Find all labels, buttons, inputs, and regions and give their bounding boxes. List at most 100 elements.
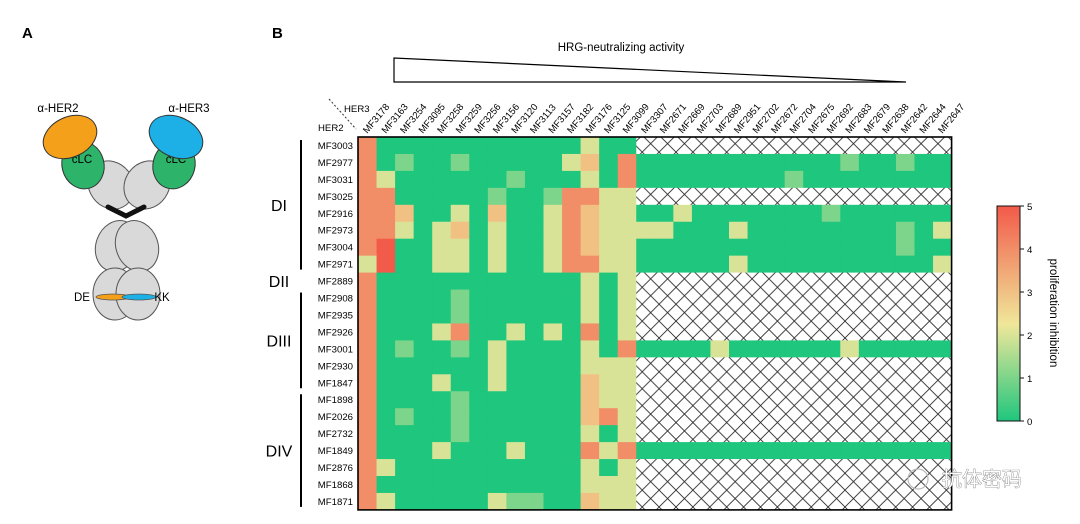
heatmap-cell: [524, 492, 544, 511]
watermark-text: 抗体密码: [942, 467, 1022, 491]
colorbar-label: proliferation inhibition: [1047, 259, 1059, 368]
heatmap-cell: [599, 408, 619, 426]
heatmap-cell: [766, 255, 786, 273]
heatmap-cell: [487, 357, 507, 375]
row-label: MF2732: [318, 429, 353, 440]
heatmap-cell: [580, 272, 600, 290]
heatmap-cell: [487, 204, 507, 223]
heatmap-cell-not-tested: [895, 306, 915, 324]
heatmap-cell: [376, 238, 396, 257]
heatmap-cell: [450, 340, 470, 358]
heatmap-cell: [376, 153, 396, 172]
row-label: MF2973: [318, 226, 353, 237]
heatmap-cell-not-tested: [877, 306, 897, 324]
heatmap-cell: [747, 153, 767, 172]
heatmap-cell-not-tested: [673, 374, 693, 392]
heatmap-cell-not-tested: [840, 391, 860, 409]
heatmap-cell: [432, 425, 452, 443]
heatmap-cell-not-tested: [766, 391, 786, 409]
heatmap-cell: [450, 289, 470, 307]
heatmap-cell: [395, 425, 415, 443]
heatmap-cell: [580, 221, 600, 240]
heatmap-cell: [450, 357, 470, 375]
heatmap-cell-not-tested: [858, 357, 878, 375]
heatmap-cell: [524, 442, 544, 460]
heatmap-cell: [524, 238, 544, 257]
heatmap-cell-not-tested: [691, 306, 711, 324]
heatmap-cell: [524, 323, 544, 341]
heatmap-cell: [506, 357, 526, 375]
heatmap-cell: [840, 255, 860, 273]
heatmap-cell-not-tested: [821, 391, 841, 409]
heatmap-cell: [450, 170, 470, 189]
heatmap-cell: [877, 221, 897, 240]
heatmap-cell: [506, 459, 526, 477]
heatmap-cell: [914, 255, 934, 273]
heatmap-cell: [673, 204, 693, 223]
colorbar-gradient: [996, 205, 1021, 422]
heatmap-cell: [562, 442, 581, 460]
heatmap-cell: [784, 238, 804, 257]
heatmap-cell-not-tested: [673, 476, 693, 494]
heatmap-cell: [729, 442, 748, 460]
heatmap-cell: [395, 442, 415, 460]
heatmap-cell: [376, 459, 396, 477]
heatmap-cell: [506, 238, 526, 257]
heatmap-cell: [654, 340, 674, 358]
heatmap-cell: [803, 221, 823, 240]
heatmap-cell: [766, 170, 786, 189]
heatmap-cell-not-tested: [766, 323, 786, 341]
heatmap-cell: [654, 170, 674, 189]
heatmap-cell: [413, 425, 433, 443]
heatmap-cell: [376, 272, 396, 290]
heatmap-cell: [636, 255, 656, 273]
heatmap-cell: [432, 221, 452, 240]
heatmap-cell: [395, 391, 415, 409]
heatmap-cell: [450, 204, 470, 223]
heatmap-cell: [784, 153, 804, 172]
heatmap-cell-not-tested: [673, 492, 693, 511]
heatmap-cell: [599, 306, 619, 324]
heatmap-cell: [673, 255, 693, 273]
heatmap-cell-not-tested: [858, 306, 878, 324]
heatmap-cell: [562, 170, 581, 189]
heatmap-cell: [617, 221, 637, 240]
heatmap-cell-not-tested: [784, 408, 804, 426]
heatmap-cell: [933, 204, 952, 223]
heatmap-cell: [580, 204, 600, 223]
heatmap-cell: [413, 204, 433, 223]
heatmap-cell: [413, 391, 433, 409]
heatmap-cell: [691, 221, 711, 240]
heatmap-cell: [543, 170, 563, 189]
heatmap-cell: [358, 187, 377, 206]
heatmap-cell-not-tested: [933, 137, 952, 155]
heatmap-cell: [524, 272, 544, 290]
heatmap-cell: [821, 238, 841, 257]
heatmap-cell: [747, 255, 767, 273]
heatmap-cell: [710, 153, 730, 172]
heatmap-cell: [840, 153, 860, 172]
heatmap-cell: [469, 170, 489, 189]
heatmap-cell: [877, 255, 897, 273]
heatmap-cell-not-tested: [914, 476, 934, 494]
heatmap-cell: [469, 204, 489, 223]
heatmap-cell: [432, 357, 452, 375]
heatmap-cell-not-tested: [654, 187, 674, 206]
heatmap-cell: [469, 459, 489, 477]
heatmap-cell-not-tested: [747, 137, 767, 155]
heatmap-cell-not-tested: [877, 289, 897, 307]
heatmap-cell: [506, 187, 526, 206]
heatmap-cell-not-tested: [895, 374, 915, 392]
colorbar-tick-label: 5: [1027, 202, 1032, 213]
heatmap-cell: [599, 170, 619, 189]
colorbar-tick-label: 2: [1027, 331, 1032, 342]
heatmap-cell-not-tested: [729, 425, 748, 443]
heatmap-cell: [914, 153, 934, 172]
heatmap-cell-not-tested: [784, 272, 804, 290]
heatmap-cell-not-tested: [877, 187, 897, 206]
heatmap-cell-not-tested: [895, 492, 915, 511]
heatmap-cell: [691, 170, 711, 189]
heatmap-cell: [580, 492, 600, 511]
row-label: MF3025: [318, 192, 353, 203]
heatmap-cell-not-tested: [858, 476, 878, 494]
